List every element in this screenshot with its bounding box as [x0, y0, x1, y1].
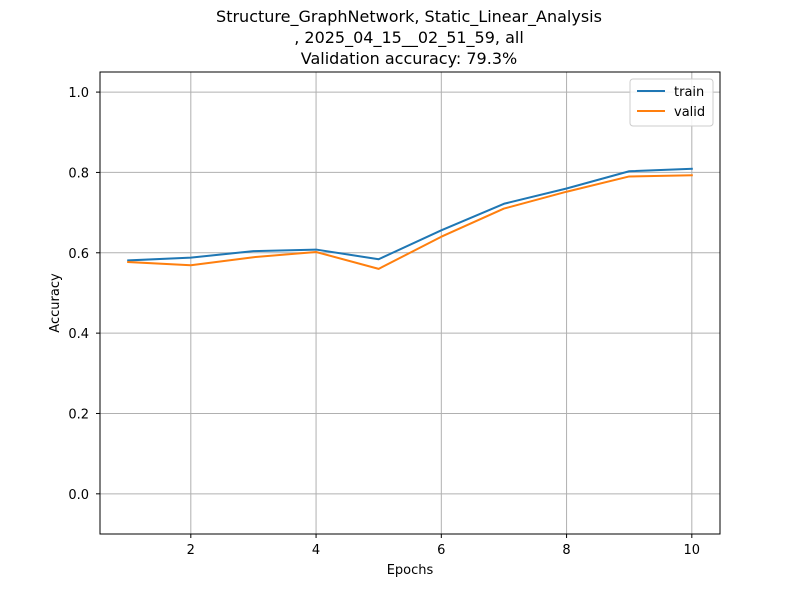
y-tick-label: 0.2 — [68, 407, 89, 422]
valid-line — [127, 174, 693, 270]
x-tick-label: 10 — [684, 543, 701, 558]
legend-valid-label: valid — [674, 105, 705, 120]
legend-train-label: train — [674, 85, 704, 100]
title-line-1: Structure_GraphNetwork, Static_Linear_An… — [216, 7, 602, 27]
chart-title: Structure_GraphNetwork, Static_Linear_An… — [216, 7, 602, 68]
x-tick-label: 6 — [437, 543, 445, 558]
y-tick-label: 1.0 — [68, 86, 89, 101]
y-tick-label: 0.0 — [68, 488, 89, 503]
x-tick-label: 4 — [312, 543, 320, 558]
legend: train valid — [629, 78, 714, 127]
plot-area-frame — [99, 71, 721, 535]
y-tick-label: 0.4 — [68, 327, 89, 342]
x-axis-label: Epochs — [387, 563, 434, 578]
title-line-3: Validation accuracy: 79.3% — [301, 49, 517, 68]
x-tick-label: 2 — [187, 543, 195, 558]
x-tick-label: 8 — [562, 543, 570, 558]
y-tick-label: 0.8 — [68, 166, 89, 181]
series-lines — [127, 167, 693, 270]
axis-ticks: 2 4 6 8 10 0.0 0.2 0.4 0.6 0.8 1.0 — [68, 86, 700, 558]
title-line-2: , 2025_04_15__02_51_59, all — [294, 28, 524, 48]
y-tick-label: 0.6 — [68, 247, 89, 262]
y-axis-label: Accuracy — [48, 273, 63, 333]
train-line — [127, 167, 693, 262]
grid — [100, 72, 720, 534]
